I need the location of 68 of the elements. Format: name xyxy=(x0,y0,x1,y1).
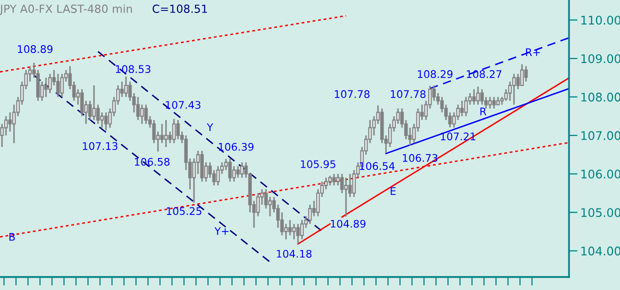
chart-subtitle: C=108.51 xyxy=(152,4,207,13)
annotation: 107.43 xyxy=(166,100,200,109)
candlestick xyxy=(328,175,332,186)
candlestick xyxy=(176,119,180,140)
candlestick xyxy=(512,73,516,106)
annotation: R xyxy=(480,108,486,116)
annotation: 106.73 xyxy=(402,154,438,162)
candlestick xyxy=(240,162,244,178)
candlestick xyxy=(432,84,436,102)
candlestick xyxy=(48,73,52,94)
candlestick xyxy=(104,112,108,132)
candlestick xyxy=(60,73,64,98)
candlestick xyxy=(524,65,528,82)
annotation: 108.89 xyxy=(18,45,52,54)
candlestick xyxy=(492,96,496,110)
annotation: 106.58 xyxy=(134,158,170,166)
candlestick xyxy=(464,96,468,117)
candlestick xyxy=(160,123,164,144)
annotation: 106.54 xyxy=(360,162,395,170)
candlestick xyxy=(140,104,144,125)
annotation: Y xyxy=(206,123,214,131)
candlestick xyxy=(164,119,168,148)
annotation: B xyxy=(9,233,15,241)
candlestick xyxy=(300,219,304,240)
candlestick xyxy=(172,118,176,144)
annotation: 108.27 xyxy=(466,70,502,78)
candlestick xyxy=(476,86,480,106)
candlestick xyxy=(216,166,220,186)
annotation: 104.18 xyxy=(276,250,312,258)
candlestick xyxy=(332,173,336,186)
candlestick xyxy=(56,73,60,98)
candlestick xyxy=(100,112,104,128)
candlestick xyxy=(92,84,96,121)
candlestick xyxy=(292,223,296,240)
candlestick xyxy=(268,196,272,217)
candlestick xyxy=(200,150,204,182)
candlestick xyxy=(460,100,464,117)
candlestick xyxy=(336,173,340,186)
candlestick xyxy=(284,223,288,240)
annotation: 108.29 xyxy=(418,70,452,78)
candlestick xyxy=(8,112,12,132)
candlestick xyxy=(308,204,312,225)
annotation: 105.25 xyxy=(166,207,202,216)
candlestick xyxy=(236,166,240,178)
annotation: 107.78 xyxy=(334,90,370,98)
annotation: E xyxy=(390,187,396,195)
candlestick xyxy=(228,158,232,182)
candlestick xyxy=(488,96,492,110)
candlestick xyxy=(344,177,348,218)
candlestick xyxy=(480,88,484,106)
candlestick xyxy=(232,166,236,182)
candlestick xyxy=(288,219,292,236)
candlestick xyxy=(144,104,148,125)
candlestick xyxy=(520,64,524,86)
candlestick xyxy=(516,73,520,90)
candlestick xyxy=(136,96,140,121)
candlestick xyxy=(296,223,300,245)
annotation: 104.89 xyxy=(330,220,366,228)
annotation: 107.13 xyxy=(82,142,118,150)
candlestick xyxy=(124,76,128,98)
annotation: 106.39 xyxy=(218,142,254,151)
candlestick xyxy=(472,88,476,106)
candlestick xyxy=(44,77,48,98)
candlestick xyxy=(120,80,124,98)
annotation: 108.53 xyxy=(116,65,150,74)
annotation: 105.95 xyxy=(300,160,336,168)
annotation: 107.78 xyxy=(390,90,426,98)
annotation: Y+ xyxy=(214,227,228,235)
